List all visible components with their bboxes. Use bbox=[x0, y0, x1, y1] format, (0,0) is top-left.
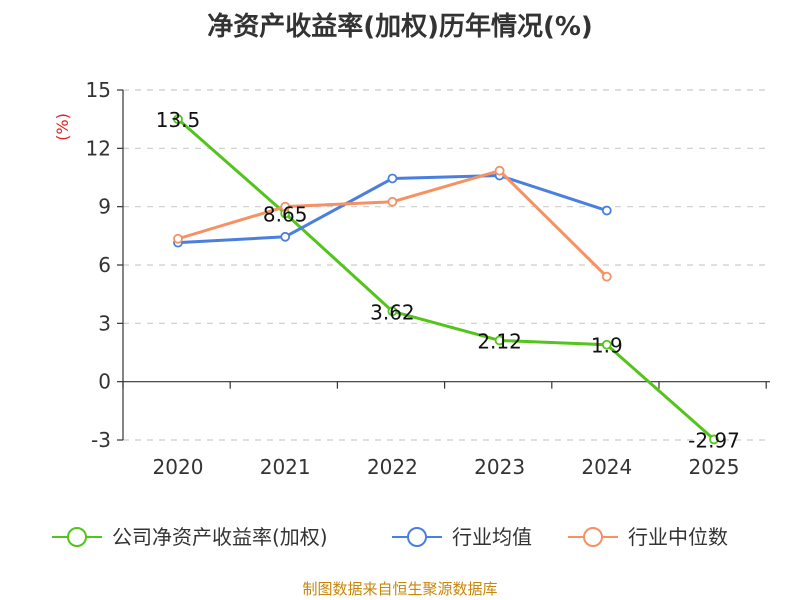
chart-title: 净资产收益率(加权)历年情况(%) bbox=[207, 12, 593, 42]
data-point bbox=[387, 173, 398, 184]
data-label: 2.12 bbox=[477, 329, 522, 353]
data-label: 8.65 bbox=[263, 202, 308, 226]
legend-marker-icon bbox=[407, 527, 427, 547]
data-label: 1.9 bbox=[591, 334, 623, 358]
axes: -3 0 3 6 9 12 15 2020 2021 2022 2023 2024 2025 bbox=[86, 78, 770, 479]
x-tick-label: 2020 bbox=[153, 455, 204, 479]
data-point bbox=[173, 114, 183, 125]
grid-lines bbox=[123, 89, 770, 441]
y-tick-label: 15 bbox=[86, 78, 111, 102]
data-label: 13.5 bbox=[156, 108, 201, 132]
y-tick-label: 3 bbox=[98, 311, 111, 335]
y-tick-label: 6 bbox=[98, 253, 111, 277]
data-point bbox=[601, 339, 612, 350]
source-note: 制图数据来自恒生聚源数据库 bbox=[302, 580, 498, 598]
series-lines bbox=[173, 114, 719, 445]
x-tick-label: 2022 bbox=[367, 455, 418, 479]
x-tick-label: 2024 bbox=[581, 455, 632, 479]
y-axis-label: (%) bbox=[53, 113, 72, 141]
data-point bbox=[280, 201, 291, 212]
series-line bbox=[177, 174, 608, 245]
data-point bbox=[494, 165, 505, 176]
data-point bbox=[601, 205, 612, 216]
y-tick-label: -3 bbox=[91, 428, 111, 452]
series-line bbox=[177, 169, 608, 278]
data-labels: 13.5 8.65 3.62 2.12 1.9 -2.97 bbox=[156, 108, 740, 452]
data-label: 3.62 bbox=[370, 300, 415, 324]
legend-label: 行业中位数 bbox=[628, 525, 728, 549]
data-point bbox=[173, 233, 183, 244]
x-tick-label: 2025 bbox=[689, 455, 740, 479]
data-point bbox=[280, 231, 291, 242]
data-point bbox=[387, 196, 398, 207]
legend-marker-icon bbox=[583, 527, 603, 547]
data-point bbox=[494, 335, 505, 346]
legend: 公司净资产收益率(加权) 行业均值 行业中位数 bbox=[52, 525, 728, 549]
legend-item: 公司净资产收益率(加权) bbox=[52, 525, 328, 549]
legend-marker-icon bbox=[67, 527, 87, 547]
x-tick-label: 2021 bbox=[260, 455, 311, 479]
data-point bbox=[387, 306, 398, 317]
legend-label: 公司净资产收益率(加权) bbox=[112, 525, 328, 549]
data-point bbox=[709, 434, 719, 445]
legend-label: 行业均值 bbox=[452, 525, 532, 549]
data-point bbox=[601, 271, 612, 282]
series-line bbox=[177, 118, 715, 441]
y-tick-label: 0 bbox=[98, 370, 111, 394]
y-tick-label: 12 bbox=[86, 136, 111, 160]
legend-item: 行业中位数 bbox=[568, 525, 728, 549]
legend-item: 行业均值 bbox=[392, 525, 532, 549]
y-tick-label: 9 bbox=[98, 195, 111, 219]
data-label: -2.97 bbox=[688, 428, 740, 452]
x-tick-label: 2023 bbox=[474, 455, 525, 479]
